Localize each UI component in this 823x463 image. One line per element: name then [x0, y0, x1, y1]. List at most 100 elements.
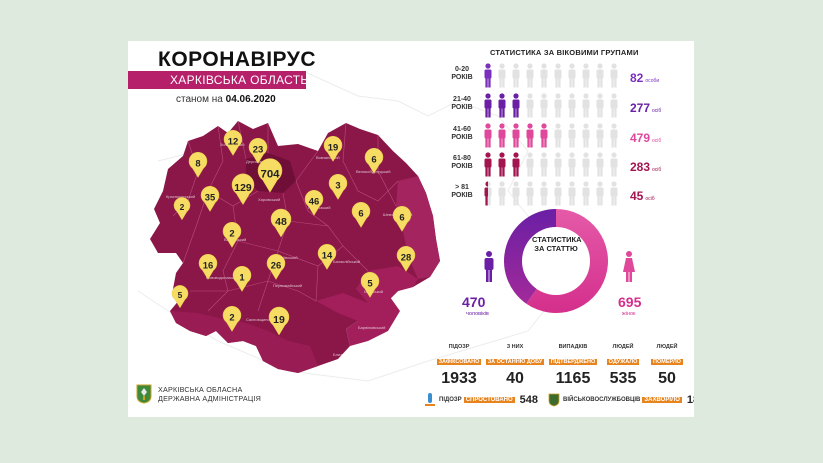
map-pin: 12: [223, 129, 243, 156]
age-row-count: 479 осіб: [630, 131, 662, 145]
person-icon: [582, 123, 590, 148]
person-icon: [568, 63, 576, 88]
map-pin: 1: [232, 265, 252, 292]
male-icon: [484, 251, 494, 282]
military-emblem-icon: [548, 393, 560, 407]
person-icon: [526, 181, 534, 206]
svg-text:129: 129: [234, 183, 252, 194]
map-pin: 48: [270, 208, 292, 238]
person-icon: [582, 93, 590, 118]
svg-text:35: 35: [205, 192, 216, 203]
age-row-count: 283 осіб: [630, 160, 662, 174]
svg-text:6: 6: [371, 154, 376, 165]
subtitle-band: [128, 71, 306, 89]
svg-text:1: 1: [239, 272, 244, 283]
svg-text:Печенізький: Печенізький: [308, 205, 331, 210]
map-pin: 35: [200, 185, 220, 212]
female-unit: жінок: [622, 311, 636, 317]
person-icon: [498, 63, 506, 88]
map-pin: 8: [188, 151, 208, 178]
svg-text:2: 2: [229, 312, 234, 323]
svg-text:3: 3: [335, 180, 340, 191]
map-pin: 2: [222, 221, 242, 248]
district-east: [396, 176, 440, 279]
map-pin: 16: [198, 253, 218, 280]
person-icon: [554, 152, 562, 177]
gender-title: СТАТИСТИКА ЗА СТАТТЮ: [532, 235, 582, 253]
age-row: 0-20 РОКІВ 82 особи: [446, 63, 691, 89]
female-count: 695: [618, 294, 642, 310]
svg-text:2: 2: [180, 202, 185, 212]
person-icon: [512, 63, 520, 88]
map-pin: 28: [396, 245, 416, 272]
person-icon-partial: [484, 181, 488, 206]
svg-text:16: 16: [203, 260, 214, 271]
person-icon: [568, 152, 576, 177]
region-map: Краснокутський Золочівський Дергачівськи…: [150, 120, 440, 373]
stat-last-day: З НИХ ЗА ОСТАННЮ ДОБУ 40: [485, 344, 545, 387]
age-row-figures: [484, 93, 618, 118]
map-pin: 5: [171, 285, 189, 309]
svg-text:5: 5: [178, 290, 183, 300]
map-pin: 23: [248, 137, 268, 164]
infographic-card: КОРОНАВІРУС ХАРКІВСЬКА ОБЛАСТЬ станом на…: [128, 41, 694, 417]
military-stat: ВІЙСЬКОВОСЛУЖБОВЦІВ ЗАХВОРІЛО 18: [548, 393, 694, 407]
person-icon: [610, 152, 618, 177]
person-icon: [540, 63, 548, 88]
svg-text:6: 6: [399, 212, 404, 223]
svg-text:6: 6: [358, 208, 363, 219]
svg-text:5: 5: [367, 278, 372, 289]
person-icon: [526, 63, 534, 88]
person-icon: [512, 93, 520, 118]
person-icon: [498, 181, 506, 206]
person-icon: [484, 152, 492, 177]
svg-text:14: 14: [322, 250, 333, 261]
map-pin: 19: [268, 306, 290, 336]
age-row-label: 61-80 РОКІВ: [451, 155, 473, 170]
person-icon: [498, 152, 506, 177]
age-row: > 81 РОКІВ 45 осіб: [446, 181, 691, 207]
svg-text:Вовчанський: Вовчанський: [316, 155, 340, 160]
person-icon: [568, 123, 576, 148]
svg-text:23: 23: [253, 144, 264, 155]
person-icon: [512, 152, 520, 177]
age-row-count: 45 осіб: [630, 189, 655, 203]
stat-recovered: ЛЮДЕЙ ОДУЖАЛО 535: [606, 344, 640, 387]
age-row-figures: [484, 123, 618, 148]
person-icon: [484, 93, 492, 118]
administration-line-1: ХАРКІВСЬКА ОБЛАСНА: [158, 385, 243, 394]
age-row-label: > 81 РОКІВ: [451, 184, 473, 199]
person-icon: [526, 152, 534, 177]
svg-text:2: 2: [229, 228, 234, 239]
case-pins: 12 23 704 19 8 6 129 35 2 46 3 48 6 6 2 16 26 14 28 1 5 5 2 19: [171, 129, 416, 336]
female-icon: [623, 251, 635, 282]
person-icon: [540, 181, 548, 206]
male-unit: чоловіків: [466, 311, 489, 317]
stat-deaths: ЛЮДЕЙ ПОМЕРЛО 50: [651, 344, 683, 387]
person-icon: [596, 123, 604, 148]
person-icon: [554, 181, 562, 206]
svg-text:46: 46: [309, 196, 320, 207]
svg-text:Зміївський: Зміївський: [278, 255, 298, 260]
age-row: 41-60 РОКІВ 479 осіб: [446, 123, 691, 149]
age-groups-title: СТАТИСТИКА ЗА ВІКОВИМИ ГРУПАМИ: [490, 48, 639, 57]
svg-text:Краснокутський: Краснокутський: [166, 194, 195, 199]
map-pin: 19: [323, 135, 343, 162]
age-row-count: 277 осіб: [630, 101, 662, 115]
person-icon: [596, 63, 604, 88]
stat-confirmed: ВИПАДКІВ ПІДТВЕРДЖЕНО 1165: [548, 344, 598, 387]
svg-text:Близнюківський: Близнюківський: [333, 352, 362, 357]
svg-text:Балаклійський: Балаклійський: [333, 259, 360, 264]
svg-text:704: 704: [260, 169, 280, 181]
map-pin: 129: [231, 173, 255, 206]
age-row-figures: [484, 152, 618, 177]
svg-text:8: 8: [195, 158, 200, 169]
svg-text:19: 19: [273, 314, 285, 326]
test-tube-icon: [425, 393, 435, 406]
person-icon: [610, 93, 618, 118]
map-pin: 3: [328, 173, 348, 200]
person-icon: [540, 152, 548, 177]
page-title: КОРОНАВІРУС: [158, 48, 317, 71]
person-icon: [526, 93, 534, 118]
administration-line-2: ДЕРЖАВНА АДМІНІСТРАЦІЯ: [158, 394, 262, 403]
